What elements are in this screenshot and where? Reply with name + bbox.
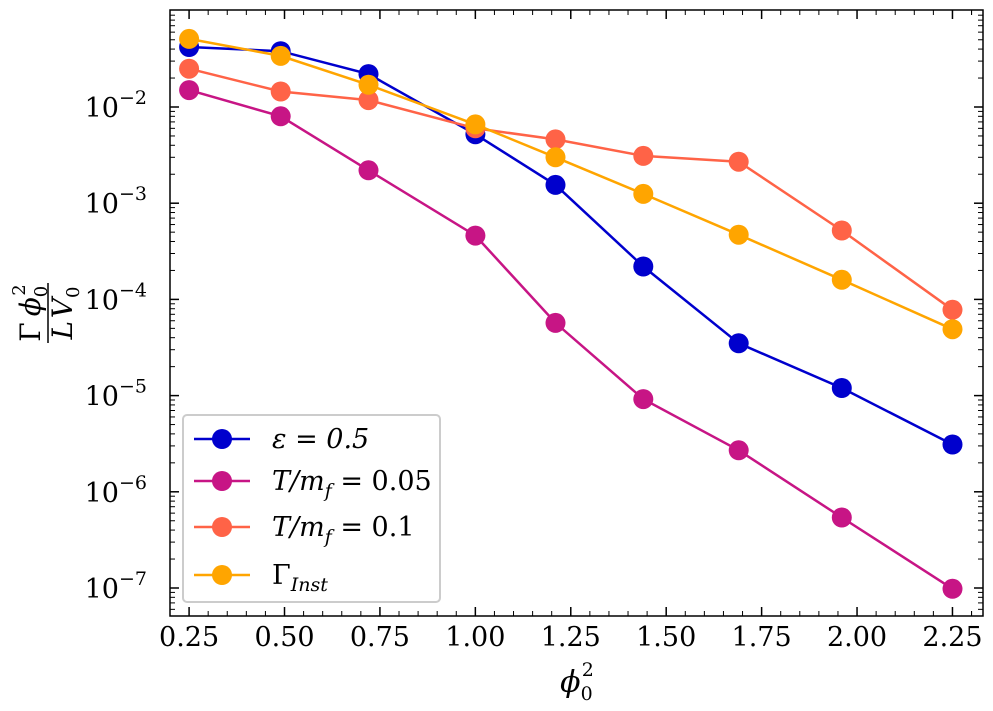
legend: ε = 0.5 T/mf = 0.05 T/mf = 0.1 ΓInst [182, 414, 441, 603]
data-point [831, 220, 852, 241]
y-tick-label: 10−5 [85, 376, 147, 413]
data-point [465, 114, 486, 135]
data-point [942, 299, 963, 320]
data-point [179, 28, 200, 49]
data-point [633, 389, 654, 410]
data-point [358, 90, 379, 111]
series-0 [179, 37, 963, 455]
legend-label-t005: T/mf = 0.05 [272, 466, 432, 502]
legend-entry-inst: ΓInst [194, 560, 328, 596]
data-point [270, 81, 291, 102]
y-tick-label: 10−2 [85, 87, 147, 124]
data-point [633, 145, 654, 166]
data-point [633, 256, 654, 277]
svg-text:LV0: LV0 [46, 287, 84, 341]
x-tick-label: 1.25 [541, 622, 601, 653]
x-tick-label: 2.25 [922, 622, 982, 653]
data-point [545, 312, 566, 333]
y-tick-label: 10−6 [85, 472, 147, 509]
data-point [831, 378, 852, 398]
data-point [270, 106, 291, 127]
y-axis-ticks: 10−2 10−3 10−4 10−5 10−6 10−7 [85, 14, 983, 610]
data-point [179, 80, 200, 101]
data-point [545, 174, 566, 195]
data-point [831, 507, 852, 528]
data-point [831, 269, 852, 290]
data-point [728, 333, 749, 354]
data-point [728, 224, 749, 245]
data-point [942, 434, 963, 455]
x-axis-label: ϕ02 [560, 659, 594, 705]
x-tick-label: 1.75 [732, 622, 792, 653]
x-tick-label: 0.50 [254, 622, 314, 653]
data-point [270, 45, 291, 66]
y-tick-label: 10−7 [85, 568, 147, 605]
legend-label-eps: ε = 0.5 [272, 424, 369, 455]
data-point [728, 440, 749, 461]
y-tick-label: 10−3 [85, 183, 147, 220]
legend-entry-t005: T/mf = 0.05 [194, 466, 432, 502]
svg-text:Γϕ02: Γϕ02 [9, 284, 52, 341]
legend-box [182, 414, 441, 603]
data-point [633, 183, 654, 204]
data-point [942, 319, 963, 340]
x-tick-label: 0.75 [350, 622, 410, 653]
y-tick-label: 10−4 [85, 279, 147, 316]
data-point [358, 160, 379, 181]
x-tick-label: 2.00 [827, 622, 887, 653]
y-axis-label: Γϕ02 LV0 [9, 283, 84, 343]
data-point [728, 151, 749, 172]
x-axis-ticks: 0.25 0.50 0.75 1.00 1.25 1.50 1.75 2.00 2.25 [159, 10, 983, 653]
legend-entry-t01: T/mf = 0.1 [194, 512, 415, 548]
x-tick-label: 0.25 [159, 622, 219, 653]
data-point [545, 129, 566, 150]
data-point [545, 147, 566, 168]
series-layer [179, 28, 963, 599]
data-point [465, 225, 486, 246]
data-point [179, 58, 200, 79]
series-1 [179, 80, 963, 599]
data-point [358, 74, 379, 95]
legend-entry-eps: ε = 0.5 [194, 424, 369, 455]
series-3 [179, 28, 963, 340]
legend-label-t01: T/mf = 0.1 [272, 512, 415, 548]
x-tick-label: 1.50 [636, 622, 696, 653]
plot-frame [169, 9, 984, 617]
legend-label-inst: ΓInst [272, 560, 328, 596]
x-tick-label: 1.00 [445, 622, 505, 653]
data-point [942, 578, 963, 599]
series-2 [179, 58, 963, 320]
